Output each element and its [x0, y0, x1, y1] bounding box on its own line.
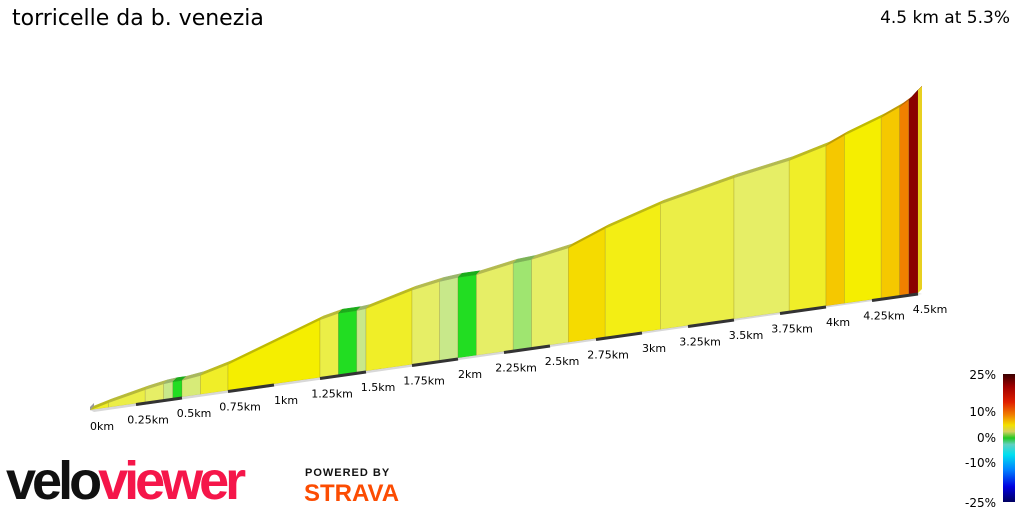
baseline-dash	[779, 305, 827, 315]
profile-segment	[512, 258, 532, 351]
x-tick-label: 1.5km	[361, 381, 396, 394]
x-tick-label: 3.75km	[771, 323, 813, 336]
x-tick-label: 1.75km	[403, 375, 445, 388]
baseline-dash	[411, 357, 459, 367]
profile-segment	[172, 380, 183, 399]
profile-segment	[880, 106, 900, 299]
profile-segment	[356, 308, 367, 373]
baseline-dash	[871, 292, 919, 302]
gradient-legend: 25% 10% 0% -10% -25%	[960, 368, 1024, 512]
x-tick-label: 4.25km	[863, 310, 905, 323]
x-tick-label: 3.25km	[679, 336, 721, 349]
logo-viewer: viewer	[98, 451, 246, 511]
gradient-color-bar	[1003, 374, 1015, 502]
x-tick-label: 2.75km	[587, 349, 629, 362]
profile-segment	[788, 145, 827, 312]
x-tick-label: 2km	[458, 368, 482, 381]
baseline-dash	[135, 396, 183, 406]
profile-segment	[568, 227, 606, 343]
distance-ticks: 0km 0.25km 0.5km 0.75km 1km 1.25km 1.5km 1.75km…	[90, 303, 947, 433]
profile-segment	[319, 312, 339, 378]
x-tick-label: 1km	[274, 394, 298, 407]
x-tick-label: 4.5km	[913, 303, 948, 316]
profile-segment	[365, 289, 413, 372]
strava-logo: STRAVA	[304, 480, 400, 507]
logo-velo: velo	[6, 451, 102, 511]
legend-label: 10%	[969, 405, 996, 419]
profile-segment	[411, 281, 440, 365]
profile-segment	[899, 99, 910, 296]
x-tick-label: 1.25km	[311, 388, 353, 401]
profile-ridge	[89, 85, 923, 411]
x-tick-label: 0.75km	[219, 401, 261, 414]
legend-label: 0%	[976, 431, 996, 445]
profile-end-face	[918, 86, 922, 293]
x-tick-label: 0.25km	[127, 414, 169, 427]
x-tick-label: 3km	[642, 342, 666, 355]
legend-label: -10%	[964, 456, 996, 470]
profile-segment	[531, 247, 569, 348]
baseline-dash	[503, 344, 551, 354]
x-tick-label: 2.5km	[545, 355, 580, 368]
x-tick-label: 2.25km	[495, 362, 537, 375]
profile-segment	[476, 262, 514, 356]
x-tick-label: 4km	[826, 316, 850, 329]
profile-segment	[660, 177, 735, 330]
profile-segment	[844, 116, 882, 304]
powered-by-label: POWERED BY	[305, 467, 391, 479]
route-title: torricelle da b. venezia	[12, 6, 264, 31]
route-summary: 4.5 km at 5.3%	[880, 8, 1010, 28]
baseline-dash	[227, 383, 275, 393]
profile-segment	[163, 381, 174, 400]
baseline-dash	[595, 331, 643, 341]
baseline-dash	[687, 318, 735, 328]
profile-segment	[825, 134, 845, 307]
legend-label: -25%	[964, 496, 996, 510]
baseline-dash	[319, 370, 367, 380]
profile-segment	[457, 274, 477, 359]
profile-start-face	[90, 403, 94, 410]
profile-segments	[89, 89, 919, 411]
x-tick-label: 0km	[90, 420, 114, 433]
legend-label: 25%	[969, 368, 996, 382]
veloviewer-logo: veloviewer	[6, 450, 246, 511]
profile-segment	[338, 310, 358, 376]
x-tick-label: 0.5km	[177, 407, 212, 420]
elevation-profile-chart: 0km 0.25km 0.5km 0.75km 1km 1.25km 1.5km 1.75km…	[89, 85, 947, 433]
profile-segment	[908, 89, 919, 295]
x-tick-label: 3.5km	[729, 329, 764, 342]
profile-segment	[439, 276, 459, 361]
distance-baseline	[90, 292, 922, 412]
profile-segment	[733, 160, 790, 320]
